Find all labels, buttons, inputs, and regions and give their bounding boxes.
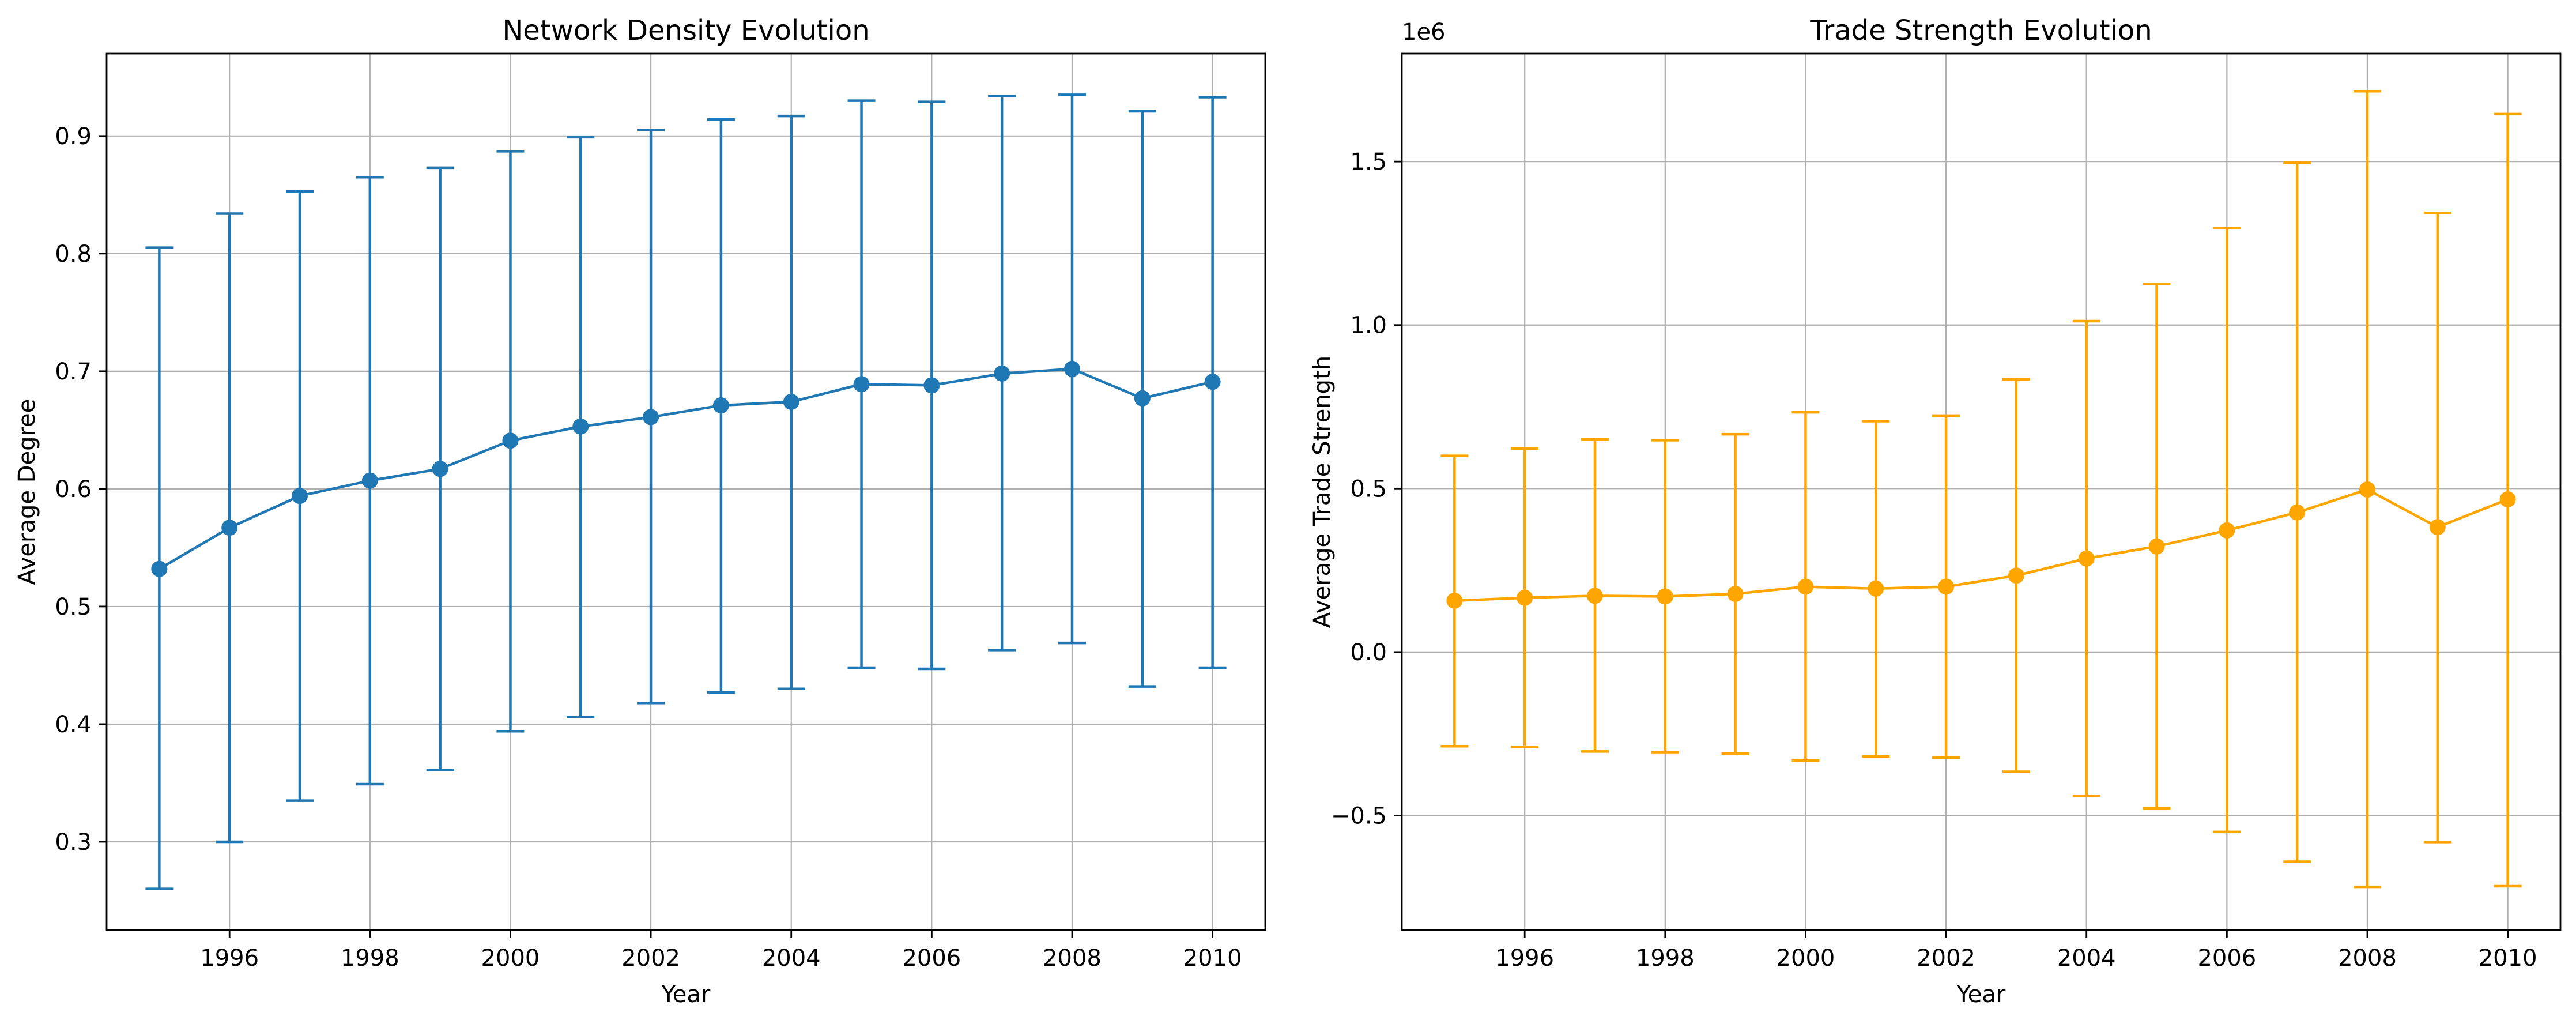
data-point (853, 376, 870, 393)
y-tick-label: 0.4 (55, 712, 92, 738)
data-point (1657, 588, 1673, 605)
data-point (2429, 519, 2446, 536)
data-point (432, 461, 448, 477)
data-point (1204, 374, 1221, 390)
y-tick-label: 0.6 (55, 476, 92, 503)
data-point (151, 560, 168, 577)
data-point (1797, 578, 1814, 595)
data-point (1727, 585, 1744, 602)
x-tick-label: 2000 (1777, 945, 1835, 972)
data-point (361, 472, 378, 489)
y-tick-label: 0.5 (1350, 476, 1387, 502)
data-point (1064, 360, 1080, 377)
y-tick-label: 0.8 (55, 241, 92, 268)
y-tick-label: 1.0 (1350, 313, 1387, 339)
chart-title: Network Density Evolution (502, 14, 869, 47)
x-axis-label: Year (1956, 981, 2006, 1008)
chart-panel-1: 1996 1998 2000 2002 2004 2006 2008 2010 0.3 0.4 0.… (14, 14, 1266, 1008)
data-point (783, 393, 799, 410)
data-point (1517, 589, 1533, 606)
x-tick-label: 2010 (2479, 945, 2537, 972)
data-point (994, 365, 1010, 382)
data-point (292, 488, 308, 505)
x-tick-label: 1998 (341, 945, 399, 972)
plot-frame (105, 52, 1266, 931)
data-point (1868, 580, 1884, 597)
y-tick-label: −0.5 (1331, 803, 1387, 829)
x-tick-label: 2002 (1917, 945, 1975, 972)
x-tick-label: 2004 (762, 945, 821, 972)
y-tick-label: 0.7 (55, 359, 92, 385)
y-tick-label: 0.3 (55, 829, 92, 856)
x-tick-label: 2008 (2338, 945, 2397, 972)
data-point (643, 409, 659, 426)
x-tick-label: 1998 (1636, 945, 1695, 972)
data-point (1134, 390, 1151, 407)
x-tick-label: 1996 (200, 945, 259, 972)
data-point (572, 418, 589, 435)
chart-title: Trade Strength Evolution (1809, 14, 2152, 47)
x-tick-label: 2008 (1043, 945, 1102, 972)
data-point (2289, 504, 2306, 521)
x-tick-label: 2004 (2057, 945, 2116, 972)
series-line (159, 367, 1213, 570)
chart-panel-2: 1996 1998 2000 2002 2004 2006 2008 2010 −0.5 0.0 0… (1309, 14, 2562, 1008)
y-axis-label: Average Degree (14, 399, 40, 585)
x-tick-label: 2010 (1183, 945, 1242, 972)
x-tick-label: 2006 (902, 945, 961, 972)
series-line (1454, 488, 2509, 603)
y-tick-label: 1.5 (1350, 149, 1387, 175)
data-point (712, 397, 729, 414)
data-point (2359, 481, 2375, 498)
y-axis-label: Average Trade Strength (1309, 356, 1336, 628)
data-point (2499, 491, 2516, 508)
x-tick-label: 2000 (481, 945, 540, 972)
y-tick-label: 0.0 (1350, 639, 1387, 666)
data-point (2078, 550, 2095, 567)
y-tick-label: 0.5 (55, 594, 92, 620)
data-point (1938, 578, 1955, 595)
y-axis-offset-label: 1e6 (1402, 19, 1446, 46)
x-tick-label: 1996 (1495, 945, 1554, 972)
data-point (2148, 538, 2165, 555)
data-point (502, 432, 519, 449)
data-point (1587, 588, 1603, 604)
x-tick-label: 2002 (621, 945, 680, 972)
data-point (923, 377, 940, 394)
data-point (221, 520, 238, 536)
x-tick-label: 2006 (2197, 945, 2256, 972)
plot-frame (1401, 52, 2562, 931)
data-point (1446, 592, 1463, 609)
data-point (2219, 522, 2235, 539)
x-axis-label: Year (661, 981, 711, 1008)
data-point (2008, 567, 2024, 584)
y-tick-label: 0.9 (55, 123, 92, 150)
